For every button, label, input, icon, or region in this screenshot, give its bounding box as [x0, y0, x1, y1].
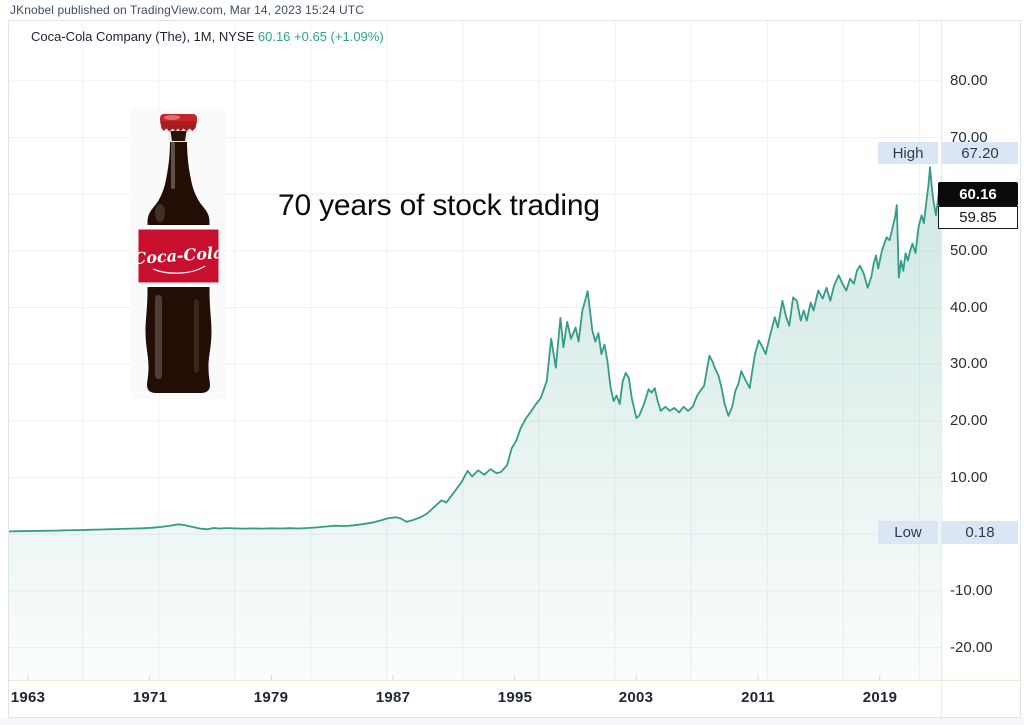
- time-axis[interactable]: 1963 1971 1979 1987 1995 2003 2011 2019: [9, 681, 941, 719]
- attribution-link[interactable]: JKnobel published on TradingView.com, Ma…: [10, 3, 364, 17]
- high-marker-value: 67.20: [942, 142, 1018, 164]
- low-marker-value: 0.18: [942, 521, 1018, 544]
- year-tick-label: 2011: [741, 689, 775, 706]
- price-change: +0.65 (+1.09%): [294, 29, 384, 44]
- bottle-lip-liquid: [170, 131, 187, 141]
- price-tick-label: 70.00: [950, 129, 988, 146]
- price-tick-label: 50.00: [950, 242, 988, 259]
- current-price-badge: 60.16: [938, 182, 1018, 206]
- last-price: 60.16: [257, 29, 291, 44]
- year-tick-label: 1963: [10, 689, 46, 706]
- year-tick-label: 1979: [253, 689, 289, 706]
- page-bottom-strip: [0, 718, 1024, 725]
- previous-close-badge: 59.85: [938, 206, 1018, 229]
- glass-highlight: [155, 204, 165, 222]
- price-axis[interactable]: USD 80.0070.0060.0050.0040.0030.0020.001…: [942, 21, 1022, 680]
- bottle-cap: [160, 114, 197, 132]
- price-tick-label: 80.00: [950, 72, 988, 89]
- high-marker-label: High: [878, 142, 938, 164]
- time-axis-separator: [9, 680, 1022, 681]
- year-tick-label: 2003: [618, 689, 654, 706]
- price-tick-label: -10.00: [950, 582, 993, 599]
- chart-annotation-title: 70 years of stock trading: [278, 189, 600, 222]
- symbol-name: Coca-Cola Company (The), 1M, NYSE: [31, 29, 255, 44]
- price-tick-label: -20.00: [950, 639, 993, 656]
- price-tick-label: 40.00: [950, 299, 988, 316]
- glass-highlight: [171, 141, 175, 189]
- price-tick-label: 20.00: [950, 412, 988, 429]
- year-tick-label: 2019: [862, 689, 898, 706]
- symbol-legend: Coca-Cola Company (The), 1M, NYSE 60.16 …: [31, 29, 384, 44]
- low-marker-label: Low: [878, 521, 938, 544]
- price-axis-separator: [941, 21, 942, 719]
- glass-highlight: [155, 295, 162, 379]
- chart-container: Coca-Cola Company (The), 1M, NYSE 60.16 …: [8, 20, 1022, 719]
- year-tick-label: 1987: [375, 689, 411, 706]
- bottle-label: Coca-Cola: [133, 225, 224, 287]
- price-tick-label: 30.00: [950, 355, 988, 372]
- year-tick-label: 1995: [497, 689, 533, 706]
- coca-cola-bottle-image: Coca-Cola: [131, 109, 226, 399]
- year-tick-label: 1971: [132, 689, 168, 706]
- price-tick-label: 10.00: [950, 469, 988, 486]
- glass-highlight: [194, 299, 199, 373]
